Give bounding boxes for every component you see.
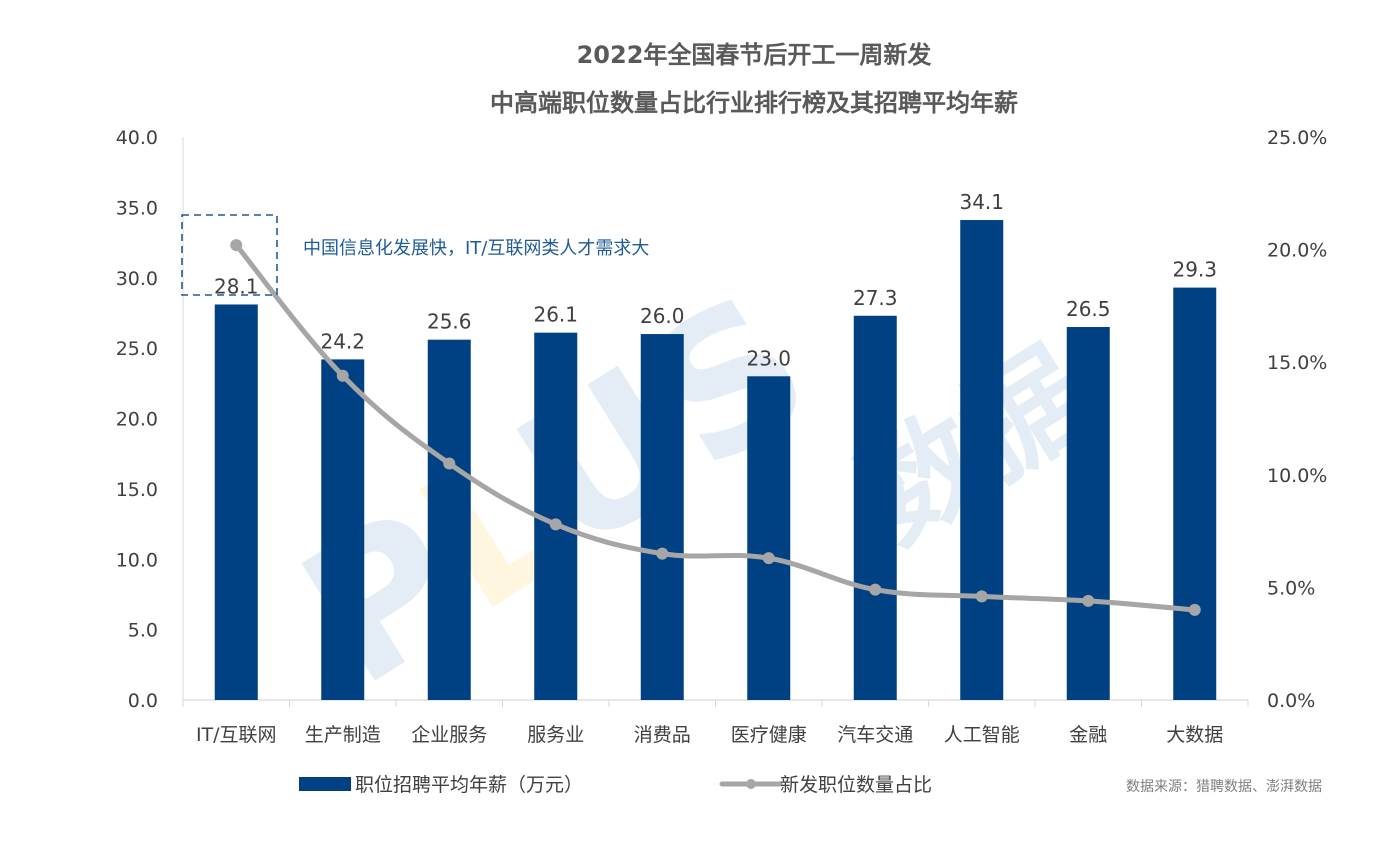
category-label: 企业服务 [411,724,487,746]
left-tick-label: 20.0 [116,409,158,431]
category-label: 医疗健康 [731,724,807,746]
left-tick-label: 35.0 [116,197,158,219]
bar [214,304,258,700]
right-tick-label: 10.0% [1267,465,1327,487]
line-point [975,590,988,603]
data-source: 数据来源：猎聘数据、澎湃数据 [1126,779,1322,795]
chart-title-line2: 中高端职位数量占比行业排行榜及其招聘平均年薪 [490,89,1018,117]
category-label: 人工智能 [944,724,1020,746]
bar [1173,287,1217,700]
right-tick-label: 0.0% [1267,690,1315,712]
bar-series [214,220,1217,701]
left-tick-label: 30.0 [116,268,158,290]
line-point [443,457,456,470]
category-label: 服务业 [527,724,584,746]
legend-line-marker [746,779,756,789]
right-tick-label: 15.0% [1267,352,1327,374]
category-label: 生产制造 [305,724,381,746]
line-point [1082,594,1095,607]
bar-value-label: 26.5 [1066,297,1111,321]
bar-value-label: 23.0 [746,346,791,370]
right-tick-label: 20.0% [1267,240,1327,262]
legend-line-label: 新发职位数量占比 [780,774,932,796]
category-label: 消费品 [634,724,691,746]
legend-bar-label: 职位招聘平均年薪（万元） [355,774,583,796]
bar-value-label: 25.6 [427,310,472,334]
line-point [869,583,882,596]
bar-value-label: 34.1 [959,190,1004,214]
left-tick-label: 15.0 [116,479,158,501]
line-point [656,547,669,560]
bar-data-labels: 28.124.225.6 26.1 26.023.027.334.126.529.3 [214,190,1217,370]
annotation-dashed-box [181,214,278,296]
line-point [762,552,775,565]
right-axis-ticks: 0.0% 5.0% 10.0% 15.0% 20.0% 25.0% [1267,127,1327,712]
left-tick-label: 0.0 [128,690,158,712]
left-tick-label: 40.0 [116,127,158,149]
category-labels: IT/互联网 生产制造 企业服务 服务业 消费品 医疗健康 汽车交通 人工智能 金融 大数据 [196,724,1223,746]
bar-value-label: 27.3 [853,286,898,310]
left-tick-label: 25.0 [116,338,158,360]
category-label: IT/互联网 [196,724,277,746]
chart-title-line1: 2022年全国春节后开工一周新发 [577,41,932,69]
bar-value-label: 26.1 [533,303,578,327]
line-point [549,518,562,531]
bar [427,339,471,700]
line-path [233,242,1198,613]
line-point [1188,603,1201,616]
bar-value-label: 29.3 [1172,258,1217,282]
x-axis-tick-marks [182,700,1249,707]
bar [1066,327,1110,700]
category-label: 金融 [1069,724,1107,746]
left-axis-ticks: 0.0 5.0 10.0 15.0 20.0 25.0 30.0 35.0 40.0 [116,127,158,712]
line-point [336,369,349,382]
bar [321,359,365,700]
annotation-text: 中国信息化发展快，IT/互联网类人才需求大 [303,238,649,259]
category-label: 大数据 [1166,724,1223,746]
left-tick-label: 10.0 [116,549,158,571]
category-label: 汽车交通 [837,724,913,746]
bar [853,315,897,700]
left-tick-label: 5.0 [128,620,158,642]
line-series [230,239,1201,616]
bar-value-label: 24.2 [320,329,365,353]
legend: 职位招聘平均年薪（万元） 新发职位数量占比 [299,774,932,796]
right-tick-label: 5.0% [1267,577,1315,599]
bar [640,334,684,700]
right-tick-label: 25.0% [1267,127,1327,149]
legend-bar-swatch [299,777,351,791]
bar [747,376,791,700]
bar [960,220,1004,701]
bar-value-label: 26.0 [640,304,685,328]
line-point [230,239,243,252]
